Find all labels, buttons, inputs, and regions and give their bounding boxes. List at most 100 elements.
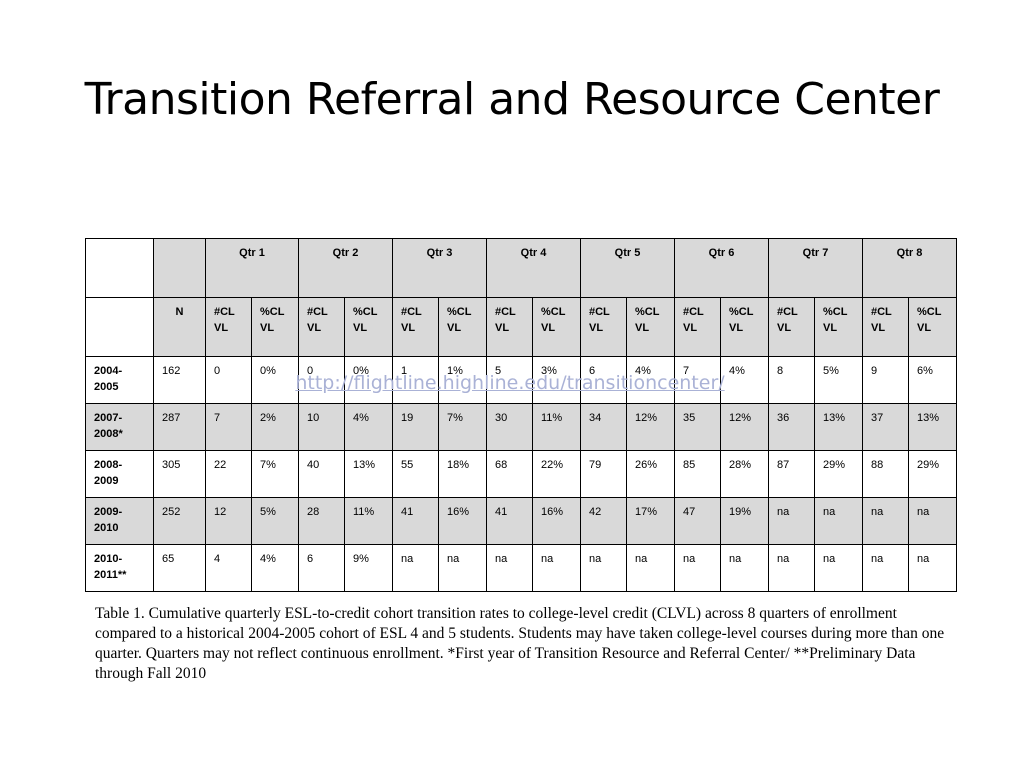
percent-cell: 5% (251, 497, 299, 545)
percent-cell: 7% (438, 403, 487, 451)
count-cell: na (486, 544, 533, 592)
count-cell: 88 (862, 450, 909, 498)
count-cell: 7 (205, 403, 252, 451)
table-row: 2010-2011** 65 4 4% 6 9% na na na na na na na na na na n… (85, 544, 957, 592)
percent-header: %CL VL (344, 297, 393, 357)
percent-header: %CL VL (814, 297, 863, 357)
cohort-year-cell: 2008-2009 (85, 450, 154, 498)
count-cell: 0 (205, 356, 252, 404)
percent-cell: 7% (251, 450, 299, 498)
percent-cell: 26% (626, 450, 675, 498)
count-cell: na (862, 497, 909, 545)
year-header-blank (85, 297, 154, 357)
quarter-header: Qtr 5 (580, 238, 675, 298)
quarter-header: Qtr 8 (862, 238, 957, 298)
count-header: #CL VL (205, 297, 252, 357)
percent-cell: 18% (438, 450, 487, 498)
percent-cell: 13% (344, 450, 393, 498)
count-cell: 41 (392, 497, 439, 545)
table-row: 2008-2009 305 22 7% 40 13% 55 18% 68 22% 79 26% 85 28… (85, 450, 957, 498)
n-cell: 287 (153, 403, 206, 451)
percent-cell: na (438, 544, 487, 592)
count-cell: 42 (580, 497, 627, 545)
count-cell: 1 (392, 356, 439, 404)
count-cell: 40 (298, 450, 345, 498)
count-header: #CL VL (862, 297, 909, 357)
percent-cell: 22% (532, 450, 581, 498)
percent-cell: 0% (251, 356, 299, 404)
count-cell: 37 (862, 403, 909, 451)
table-row: 2009-2010 252 12 5% 28 11% 41 16% 41 16% 42 17% 47 19… (85, 497, 957, 545)
n-cell: 305 (153, 450, 206, 498)
count-cell: 19 (392, 403, 439, 451)
count-cell: 34 (580, 403, 627, 451)
count-cell: 22 (205, 450, 252, 498)
count-cell: 30 (486, 403, 533, 451)
count-cell: 9 (862, 356, 909, 404)
count-cell: 68 (486, 450, 533, 498)
subheader-row: N #CL VL %CL VL #CL VL %CL VL #CL VL %CL VL #CL… (85, 297, 957, 357)
n-cell: 252 (153, 497, 206, 545)
count-cell: 35 (674, 403, 721, 451)
count-header: #CL VL (298, 297, 345, 357)
corner-cell (85, 238, 154, 298)
quarter-header: Qtr 1 (205, 238, 299, 298)
quarter-header: Qtr 4 (486, 238, 581, 298)
quarter-header: Qtr 2 (298, 238, 393, 298)
count-cell: na (580, 544, 627, 592)
count-header: #CL VL (768, 297, 815, 357)
count-header: #CL VL (674, 297, 721, 357)
count-cell: na (674, 544, 721, 592)
percent-cell: na (626, 544, 675, 592)
count-cell: 12 (205, 497, 252, 545)
percent-cell: 16% (438, 497, 487, 545)
n-cell: 65 (153, 544, 206, 592)
count-cell: 6 (298, 544, 345, 592)
table-caption: Table 1. Cumulative quarterly ESL-to-cre… (95, 605, 945, 682)
quarter-header-row: Qtr 1 Qtr 2 Qtr 3 Qtr 4 Qtr 5 Qtr 6 Qtr 7 Qtr 8 (85, 238, 957, 298)
percent-cell: 16% (532, 497, 581, 545)
quarter-header: Qtr 7 (768, 238, 863, 298)
percent-header: %CL VL (438, 297, 487, 357)
count-cell: na (768, 497, 815, 545)
percent-cell: 28% (720, 450, 769, 498)
count-cell: 4 (205, 544, 252, 592)
quarter-header: Qtr 3 (392, 238, 487, 298)
percent-cell: 5% (814, 356, 863, 404)
percent-cell: 13% (908, 403, 957, 451)
count-header: #CL VL (392, 297, 439, 357)
percent-cell: 12% (720, 403, 769, 451)
percent-cell: 29% (908, 450, 957, 498)
percent-cell: 2% (251, 403, 299, 451)
cohort-year-cell: 2007-2008* (85, 403, 154, 451)
count-header: #CL VL (580, 297, 627, 357)
percent-header: %CL VL (626, 297, 675, 357)
count-cell: na (768, 544, 815, 592)
percent-cell: na (532, 544, 581, 592)
percent-cell: na (814, 544, 863, 592)
count-cell: 0 (298, 356, 345, 404)
percent-cell: 19% (720, 497, 769, 545)
percent-cell: na (908, 497, 957, 545)
count-cell: 85 (674, 450, 721, 498)
count-cell: na (862, 544, 909, 592)
percent-cell: 11% (532, 403, 581, 451)
percent-cell: 3% (532, 356, 581, 404)
count-cell: 28 (298, 497, 345, 545)
count-cell: 6 (580, 356, 627, 404)
count-header: #CL VL (486, 297, 533, 357)
percent-header: %CL VL (532, 297, 581, 357)
count-cell: 55 (392, 450, 439, 498)
percent-cell: 4% (344, 403, 393, 451)
transition-rates-table: Qtr 1 Qtr 2 Qtr 3 Qtr 4 Qtr 5 Qtr 6 Qtr 7 Qtr 8… (85, 238, 957, 592)
percent-cell: 11% (344, 497, 393, 545)
count-cell: 7 (674, 356, 721, 404)
percent-cell: na (814, 497, 863, 545)
cohort-year-cell: 2010-2011** (85, 544, 154, 592)
percent-header: %CL VL (720, 297, 769, 357)
table-row: 2004-2005 162 0 0% 0 0% 1 1% 5 3% 6 4% 7 4% 8 5% 9 6% (85, 356, 957, 404)
percent-cell: 4% (626, 356, 675, 404)
percent-header: %CL VL (251, 297, 299, 357)
transition-center-link[interactable]: http://flightline.highline.edu/transitio… (295, 372, 725, 394)
count-cell: 36 (768, 403, 815, 451)
